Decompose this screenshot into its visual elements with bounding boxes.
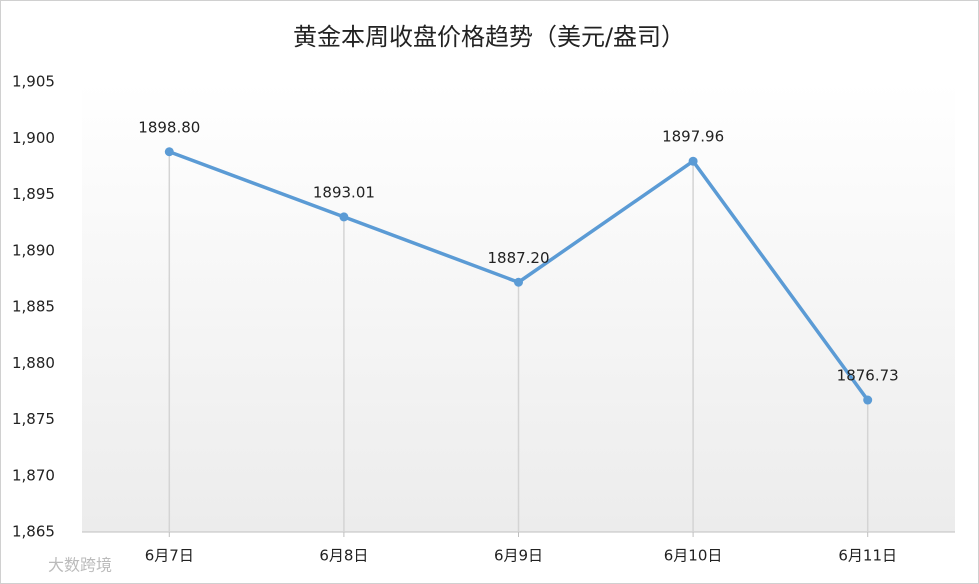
y-tick-label: 1,880 [12,354,55,372]
chart-title: 黄金本周收盘价格趋势（美元/盎司） [293,23,685,51]
point [339,212,349,222]
y-tick-label: 1,885 [12,298,55,316]
y-tick-label: 1,865 [12,523,55,541]
y-tick-label: 1,875 [12,410,55,428]
point [514,277,523,287]
point [164,147,174,157]
data-label: 1876.73 [837,367,899,385]
y-tick-label: 1,900 [12,129,55,147]
y-tick-label: 1,895 [12,185,55,203]
data-label: 1897.96 [662,128,724,146]
y-tick-label: 1,905 [12,73,55,91]
data-label: 1898.80 [138,118,200,136]
x-tick-label: 6月11日 [838,547,897,565]
point [863,395,873,405]
point [688,156,698,166]
y-tick-label: 1,890 [12,241,55,259]
x-tick-label: 6月9日 [494,547,543,565]
x-tick-label: 6月8日 [319,547,368,565]
x-tick-label: 6月7日 [145,547,194,565]
data-label: 1887.20 [487,249,549,267]
y-tick-label: 1,870 [12,466,55,484]
x-tick-label: 6月10日 [664,547,723,565]
data-label: 1893.01 [313,183,375,201]
watermark: 大数跨境 [48,556,112,575]
